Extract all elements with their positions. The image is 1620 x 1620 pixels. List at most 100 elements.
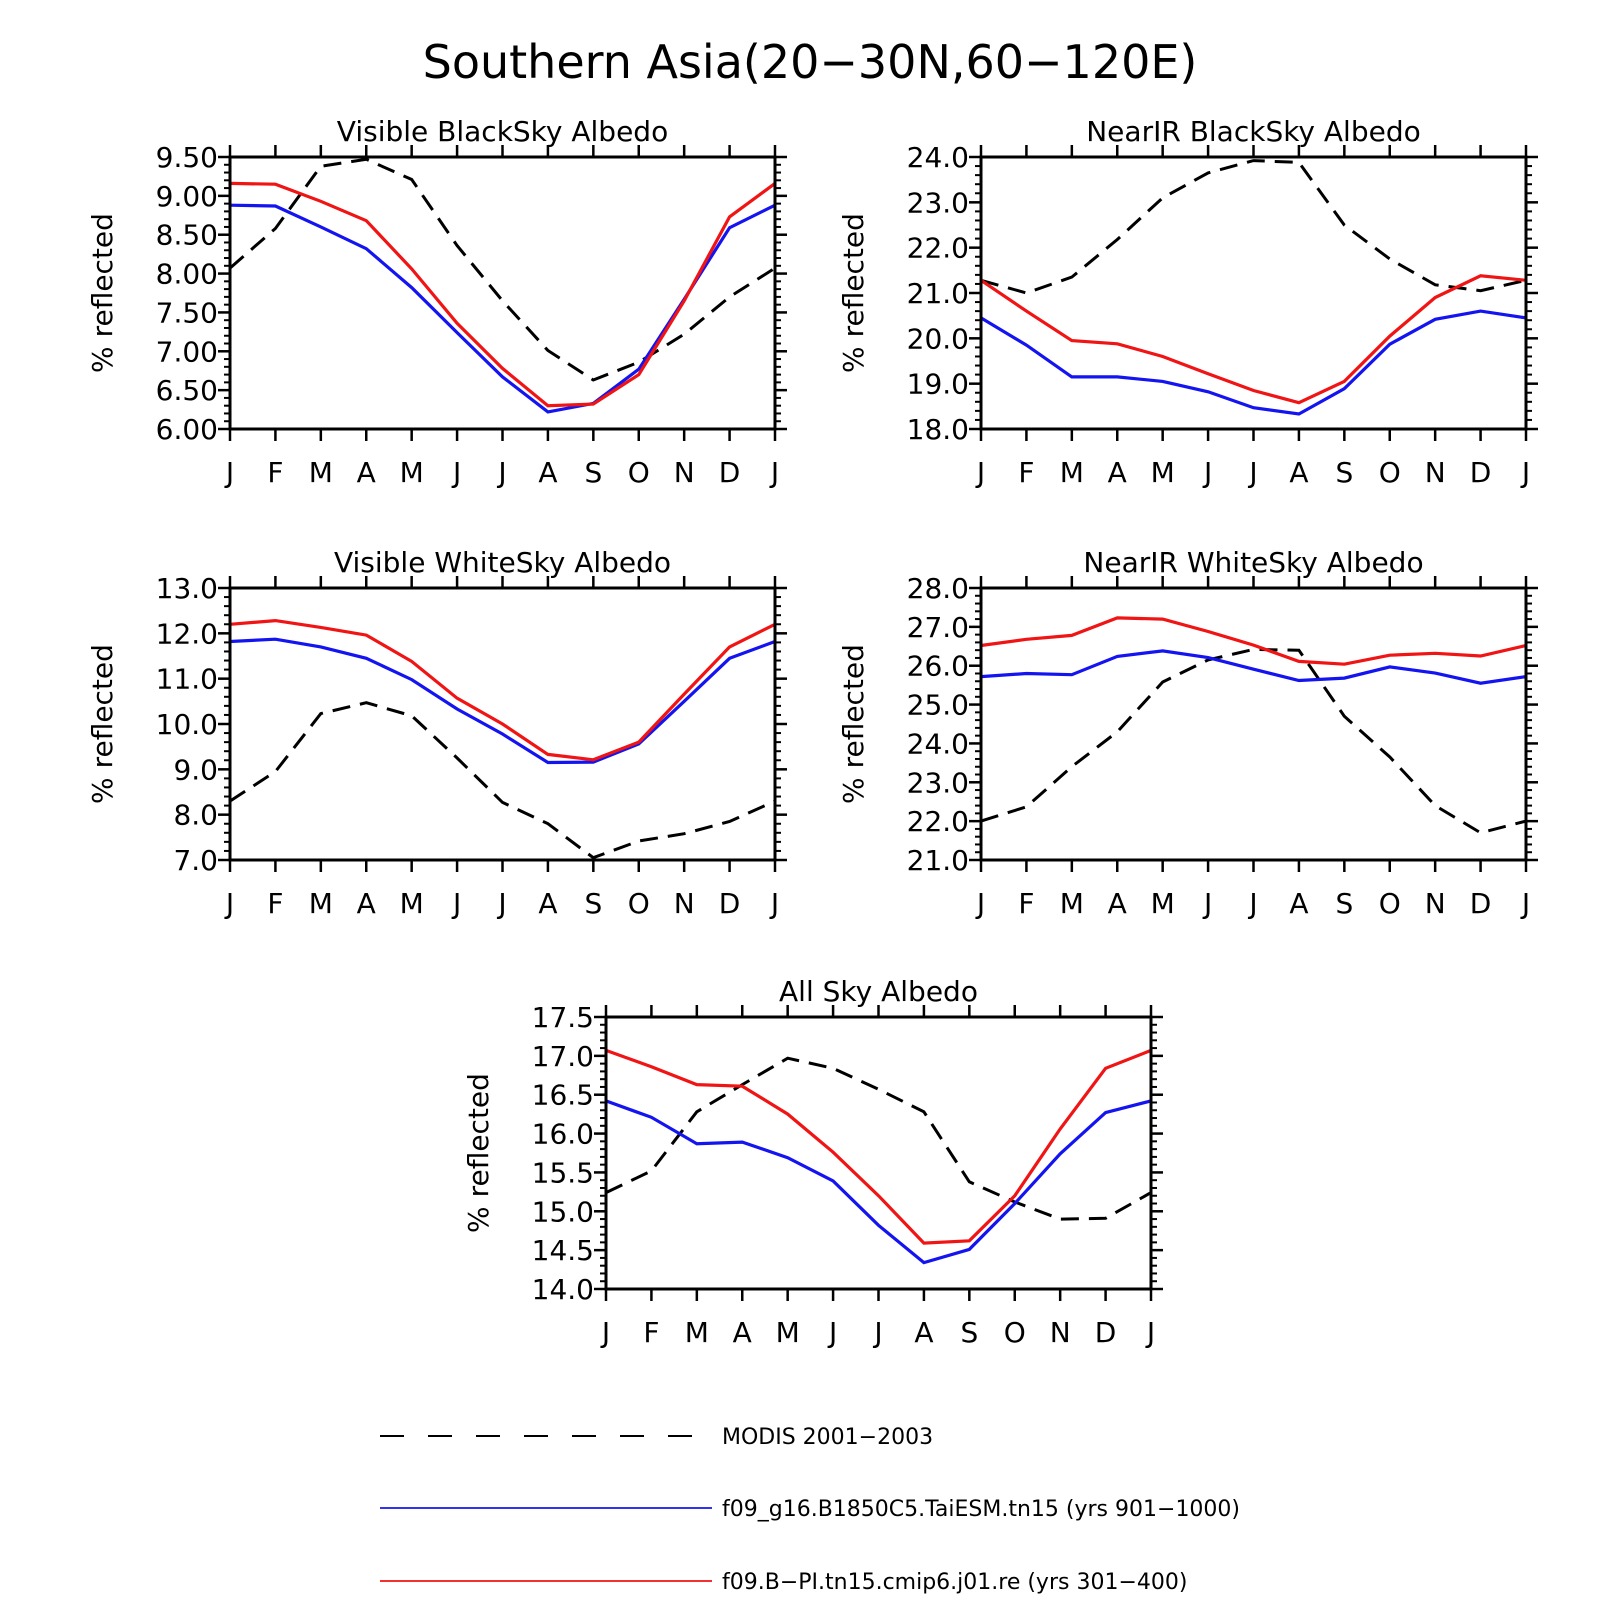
series-line-cmip6 <box>229 618 776 762</box>
x-tick-label: A <box>1289 887 1308 920</box>
series-line-cmip6 <box>980 616 1527 666</box>
series-line-modis <box>229 701 776 860</box>
x-tick-label: A <box>357 887 376 920</box>
x-tick-label: N <box>1425 887 1446 920</box>
x-tick-label: M <box>776 1316 800 1349</box>
x-tick-label: J <box>496 456 506 489</box>
chart-title: Visible WhiteSky Albedo <box>334 546 671 579</box>
y-tick-label: 9.00 <box>156 180 218 213</box>
y-tick-label: 21.0 <box>907 844 969 877</box>
series-line-cmip6 <box>980 274 1527 405</box>
x-tick-label: A <box>1289 456 1308 489</box>
x-tick-label: O <box>628 887 650 920</box>
y-tick-label: 17.0 <box>532 1040 594 1073</box>
y-axis-label: % reflected <box>462 1073 495 1233</box>
y-tick-label: 7.0 <box>173 844 218 877</box>
y-tick-label: 27.0 <box>907 611 969 644</box>
x-tick-label: J <box>1202 887 1212 920</box>
y-tick-label: 24.0 <box>907 141 969 174</box>
x-tick-label: D <box>719 456 741 489</box>
x-tick-label: F <box>267 456 283 489</box>
x-tick-label: A <box>538 456 557 489</box>
x-tick-label: J <box>600 1316 610 1349</box>
y-tick-label: 20.0 <box>907 322 969 355</box>
x-tick-label: A <box>1108 456 1127 489</box>
y-tick-label: 19.0 <box>907 368 969 401</box>
y-tick-label: 6.00 <box>156 413 218 446</box>
x-tick-label: J <box>1247 456 1257 489</box>
x-tick-label: J <box>1145 1316 1155 1349</box>
x-tick-label: O <box>1004 1316 1026 1349</box>
x-tick-label: F <box>267 887 283 920</box>
plot-frame <box>979 586 1528 862</box>
y-tick-label: 25.0 <box>907 689 969 722</box>
y-tick-label: 8.00 <box>156 258 218 291</box>
x-tick-label: F <box>1018 887 1034 920</box>
y-tick-label: 23.0 <box>907 766 969 799</box>
x-tick-label: M <box>400 456 424 489</box>
y-tick-label: 22.0 <box>907 805 969 838</box>
y-tick-label: 16.5 <box>532 1079 594 1112</box>
y-tick-label: 7.50 <box>156 296 218 329</box>
y-tick-label: 21.0 <box>907 277 969 310</box>
y-tick-label: 8.0 <box>173 799 218 832</box>
y-tick-label: 14.0 <box>532 1273 594 1306</box>
chart-title: NearIR BlackSky Albedo <box>1086 115 1421 148</box>
legend-label-1: f09_g16.B1850C5.TaiESM.tn15 (yrs 901−100… <box>722 1497 1240 1522</box>
chart-panel-4: All Sky Albedo % reflected 14.0 14.5 15.0 15.… <box>462 975 1163 1349</box>
y-tick-label: 16.0 <box>532 1118 594 1151</box>
x-tick-label: J <box>769 456 779 489</box>
x-tick-label: J <box>1520 887 1530 920</box>
y-tick-label: 24.0 <box>907 727 969 760</box>
x-tick-label: J <box>451 456 461 489</box>
y-tick-label: 28.0 <box>907 572 969 605</box>
y-axis-label: % reflected <box>837 644 870 804</box>
x-tick-label: J <box>827 1316 837 1349</box>
series-line-taiesm <box>229 203 776 414</box>
x-tick-label: M <box>309 456 333 489</box>
x-tick-label: O <box>1379 887 1401 920</box>
x-tick-label: N <box>674 887 695 920</box>
x-tick-label: N <box>674 456 695 489</box>
charts-group: Visible BlackSky Albedo % reflected 6.00 6.… <box>86 115 1538 1349</box>
x-tick-label: J <box>224 456 234 489</box>
y-tick-label: 17.5 <box>532 1001 594 1034</box>
y-tick-label: 26.0 <box>907 650 969 683</box>
x-tick-label: J <box>496 887 506 920</box>
y-tick-label: 7.00 <box>156 335 218 368</box>
series-line-taiesm <box>229 637 776 765</box>
y-tick-label: 15.5 <box>532 1156 594 1189</box>
plot-frame <box>228 586 777 862</box>
legend-label-0: MODIS 2001−2003 <box>722 1425 933 1450</box>
x-tick-label: O <box>628 456 650 489</box>
x-tick-label: M <box>1151 887 1175 920</box>
x-tick-label: J <box>975 456 985 489</box>
chart-panel-1: NearIR BlackSky Albedo % reflected 18.0 19.… <box>837 115 1538 489</box>
series-line-cmip6 <box>605 1048 1152 1245</box>
y-tick-label: 11.0 <box>156 663 218 696</box>
x-tick-label: D <box>1095 1316 1117 1349</box>
x-tick-label: J <box>975 887 985 920</box>
y-axis-label: % reflected <box>86 644 119 804</box>
chart-title: NearIR WhiteSky Albedo <box>1083 546 1423 579</box>
main-title: Southern Asia(20−30N,60−120E) <box>423 35 1198 89</box>
series-line-modis <box>980 647 1527 835</box>
chart-title: Visible BlackSky Albedo <box>337 115 668 148</box>
chart-title: All Sky Albedo <box>779 975 978 1008</box>
x-tick-label: A <box>538 887 557 920</box>
x-tick-label: D <box>1470 456 1492 489</box>
x-tick-label: O <box>1379 456 1401 489</box>
x-tick-label: F <box>1018 456 1034 489</box>
x-tick-label: S <box>1335 456 1353 489</box>
x-tick-label: J <box>224 887 234 920</box>
y-tick-label: 13.0 <box>156 572 218 605</box>
y-tick-label: 23.0 <box>907 186 969 219</box>
series-line-taiesm <box>980 649 1527 685</box>
y-tick-label: 9.0 <box>173 753 218 786</box>
x-tick-label: M <box>685 1316 709 1349</box>
x-tick-label: S <box>960 1316 978 1349</box>
x-tick-label: A <box>357 456 376 489</box>
series-line-modis <box>980 159 1527 295</box>
x-tick-label: S <box>584 456 602 489</box>
x-tick-label: F <box>643 1316 659 1349</box>
